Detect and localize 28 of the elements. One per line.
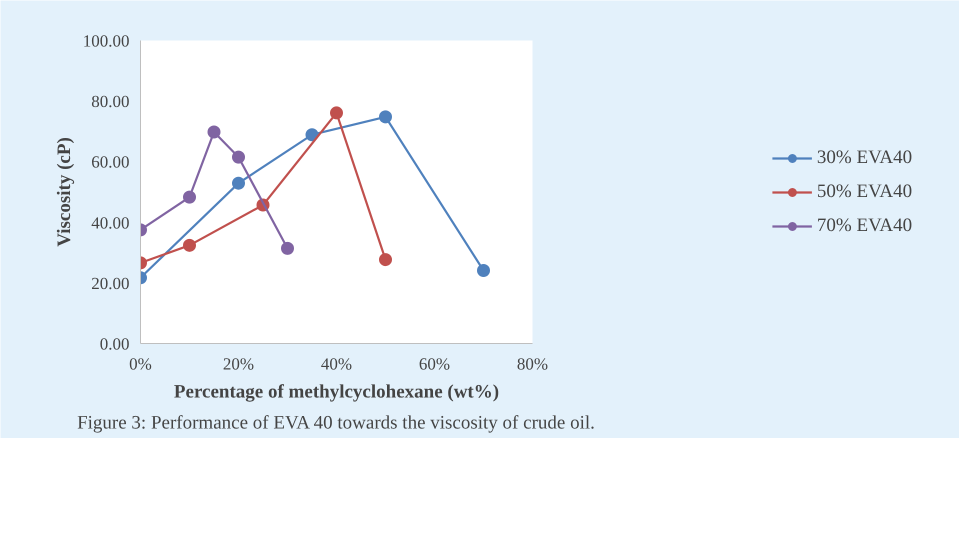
point <box>477 264 490 277</box>
legend-label: 30% EVA40 <box>816 146 912 168</box>
point <box>330 106 343 120</box>
point <box>306 128 318 142</box>
y-tick-label: 80.00 <box>91 92 130 112</box>
point <box>183 190 196 204</box>
y-tick-label: 0.00 <box>100 334 130 354</box>
point <box>232 176 245 190</box>
x-tick-label: 20% <box>222 354 254 374</box>
y-tick-label: 40.00 <box>91 213 130 232</box>
point <box>379 110 392 124</box>
y-tick-label: 60.00 <box>91 152 130 172</box>
point <box>281 242 294 255</box>
x-tick-label: 80% <box>516 354 548 374</box>
point <box>232 150 245 164</box>
point <box>379 253 392 266</box>
x-tick-label: 0% <box>129 354 152 374</box>
legend-label: 70% EVA40 <box>816 214 912 236</box>
point <box>208 126 220 138</box>
point <box>183 238 196 252</box>
caption: Figure 3: Performance of EVA 40 towards the viscosity of crude oil. <box>77 412 595 434</box>
x-tick-label: 40% <box>320 354 352 374</box>
y-axis-title: Viscosity (cP) <box>54 137 75 247</box>
x-axis-title: Percentage of methylcyclohexane (wt%) <box>174 382 500 402</box>
y-tick-label: 20.00 <box>91 274 130 293</box>
legend-label: 50% EVA40 <box>816 180 912 202</box>
x-tick-label: 60% <box>418 354 450 374</box>
y-tick-label: 100.00 <box>82 32 130 50</box>
